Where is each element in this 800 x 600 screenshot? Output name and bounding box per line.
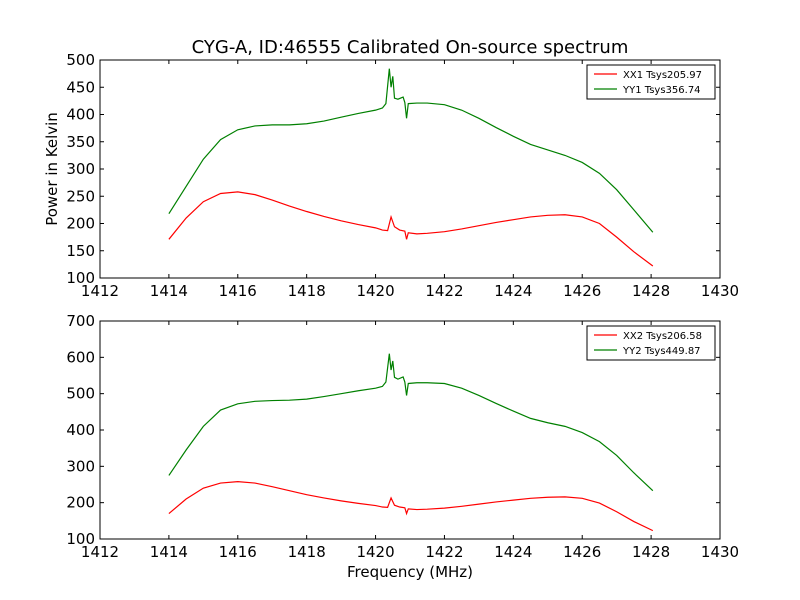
bottom-legend-box <box>586 325 716 361</box>
bottom-y-tick-label: 400 <box>66 421 95 439</box>
top-legend-label-1: XX1 Tsys205.97 <box>623 70 702 81</box>
bottom-y-tick-label: 600 <box>66 348 95 366</box>
top-y-tick-label: 300 <box>66 160 95 178</box>
bottom-y-tick-label: 700 <box>66 312 95 330</box>
top-x-tick-label: 1428 <box>632 282 670 300</box>
bottom-y-tick-label: 500 <box>66 385 95 403</box>
bottom-y-tick-label: 300 <box>66 457 95 475</box>
top-y-tick-label: 150 <box>66 242 95 260</box>
bottom-x-axis-label: Frequency (MHz) <box>347 563 473 581</box>
top-x-tick-label: 1418 <box>288 282 326 300</box>
top-y-tick-label: 500 <box>66 51 95 69</box>
top-x-tick-label: 1426 <box>563 282 601 300</box>
bottom-series-line-2 <box>168 353 654 492</box>
bottom-x-tick-label: 1426 <box>563 543 601 561</box>
top-x-tick-label: 1414 <box>150 282 188 300</box>
top-x-tick-label: 1416 <box>219 282 257 300</box>
top-y-tick-label: 200 <box>66 215 95 233</box>
top-y-axis-label: Power in Kelvin <box>43 112 61 226</box>
top-series-line-1 <box>168 191 654 267</box>
chart-title: CYG-A, ID:46555 Calibrated On-source spe… <box>192 37 629 58</box>
bottom-x-tick-label: 1414 <box>150 543 188 561</box>
bottom-x-tick-label: 1424 <box>494 543 532 561</box>
bottom-x-tick-label: 1416 <box>219 543 257 561</box>
top-x-tick-label: 1420 <box>356 282 394 300</box>
top-x-tick-label: 1424 <box>494 282 532 300</box>
top-subplot: 1412 1414 1416 1418 1420 1422 1424 1426 1428 1430… <box>66 51 739 300</box>
top-legend-label-2: YY1 Tsys356.74 <box>622 85 701 96</box>
top-x-tick-label: 1412 <box>81 282 119 300</box>
bottom-x-tick-label: 1420 <box>356 543 394 561</box>
bottom-subplot: 1412 1414 1416 1418 1420 1422 1424 1426 1428 1430… <box>66 312 739 561</box>
top-y-tick-label: 450 <box>66 78 95 96</box>
bottom-x-tick-label: 1428 <box>632 543 670 561</box>
bottom-series-line-1 <box>168 480 654 532</box>
top-y-tick-label: 350 <box>66 133 95 151</box>
bottom-legend-label-1: XX2 Tsys206.58 <box>623 331 702 342</box>
bottom-x-tick-label: 1412 <box>81 543 119 561</box>
top-x-tick-label: 1422 <box>425 282 463 300</box>
bottom-x-tick-label: 1422 <box>425 543 463 561</box>
top-y-tick-label: 100 <box>66 269 95 287</box>
top-x-tick-label: 1430 <box>701 282 739 300</box>
bottom-legend-label-2: YY2 Tsys449.87 <box>622 346 701 357</box>
bottom-x-tick-label: 1418 <box>288 543 326 561</box>
bottom-x-tick-label: 1430 <box>701 543 739 561</box>
top-y-tick-label: 250 <box>66 187 95 205</box>
bottom-y-tick-label: 200 <box>66 494 95 512</box>
top-legend: XX1 Tsys205.97 YY1 Tsys356.74 <box>586 64 716 100</box>
top-series-line-2 <box>168 68 654 233</box>
top-legend-box <box>586 64 716 100</box>
bottom-y-tick-label: 100 <box>66 530 95 548</box>
top-y-tick-label: 400 <box>66 106 95 124</box>
bottom-legend: XX2 Tsys206.58 YY2 Tsys449.87 <box>586 325 716 361</box>
